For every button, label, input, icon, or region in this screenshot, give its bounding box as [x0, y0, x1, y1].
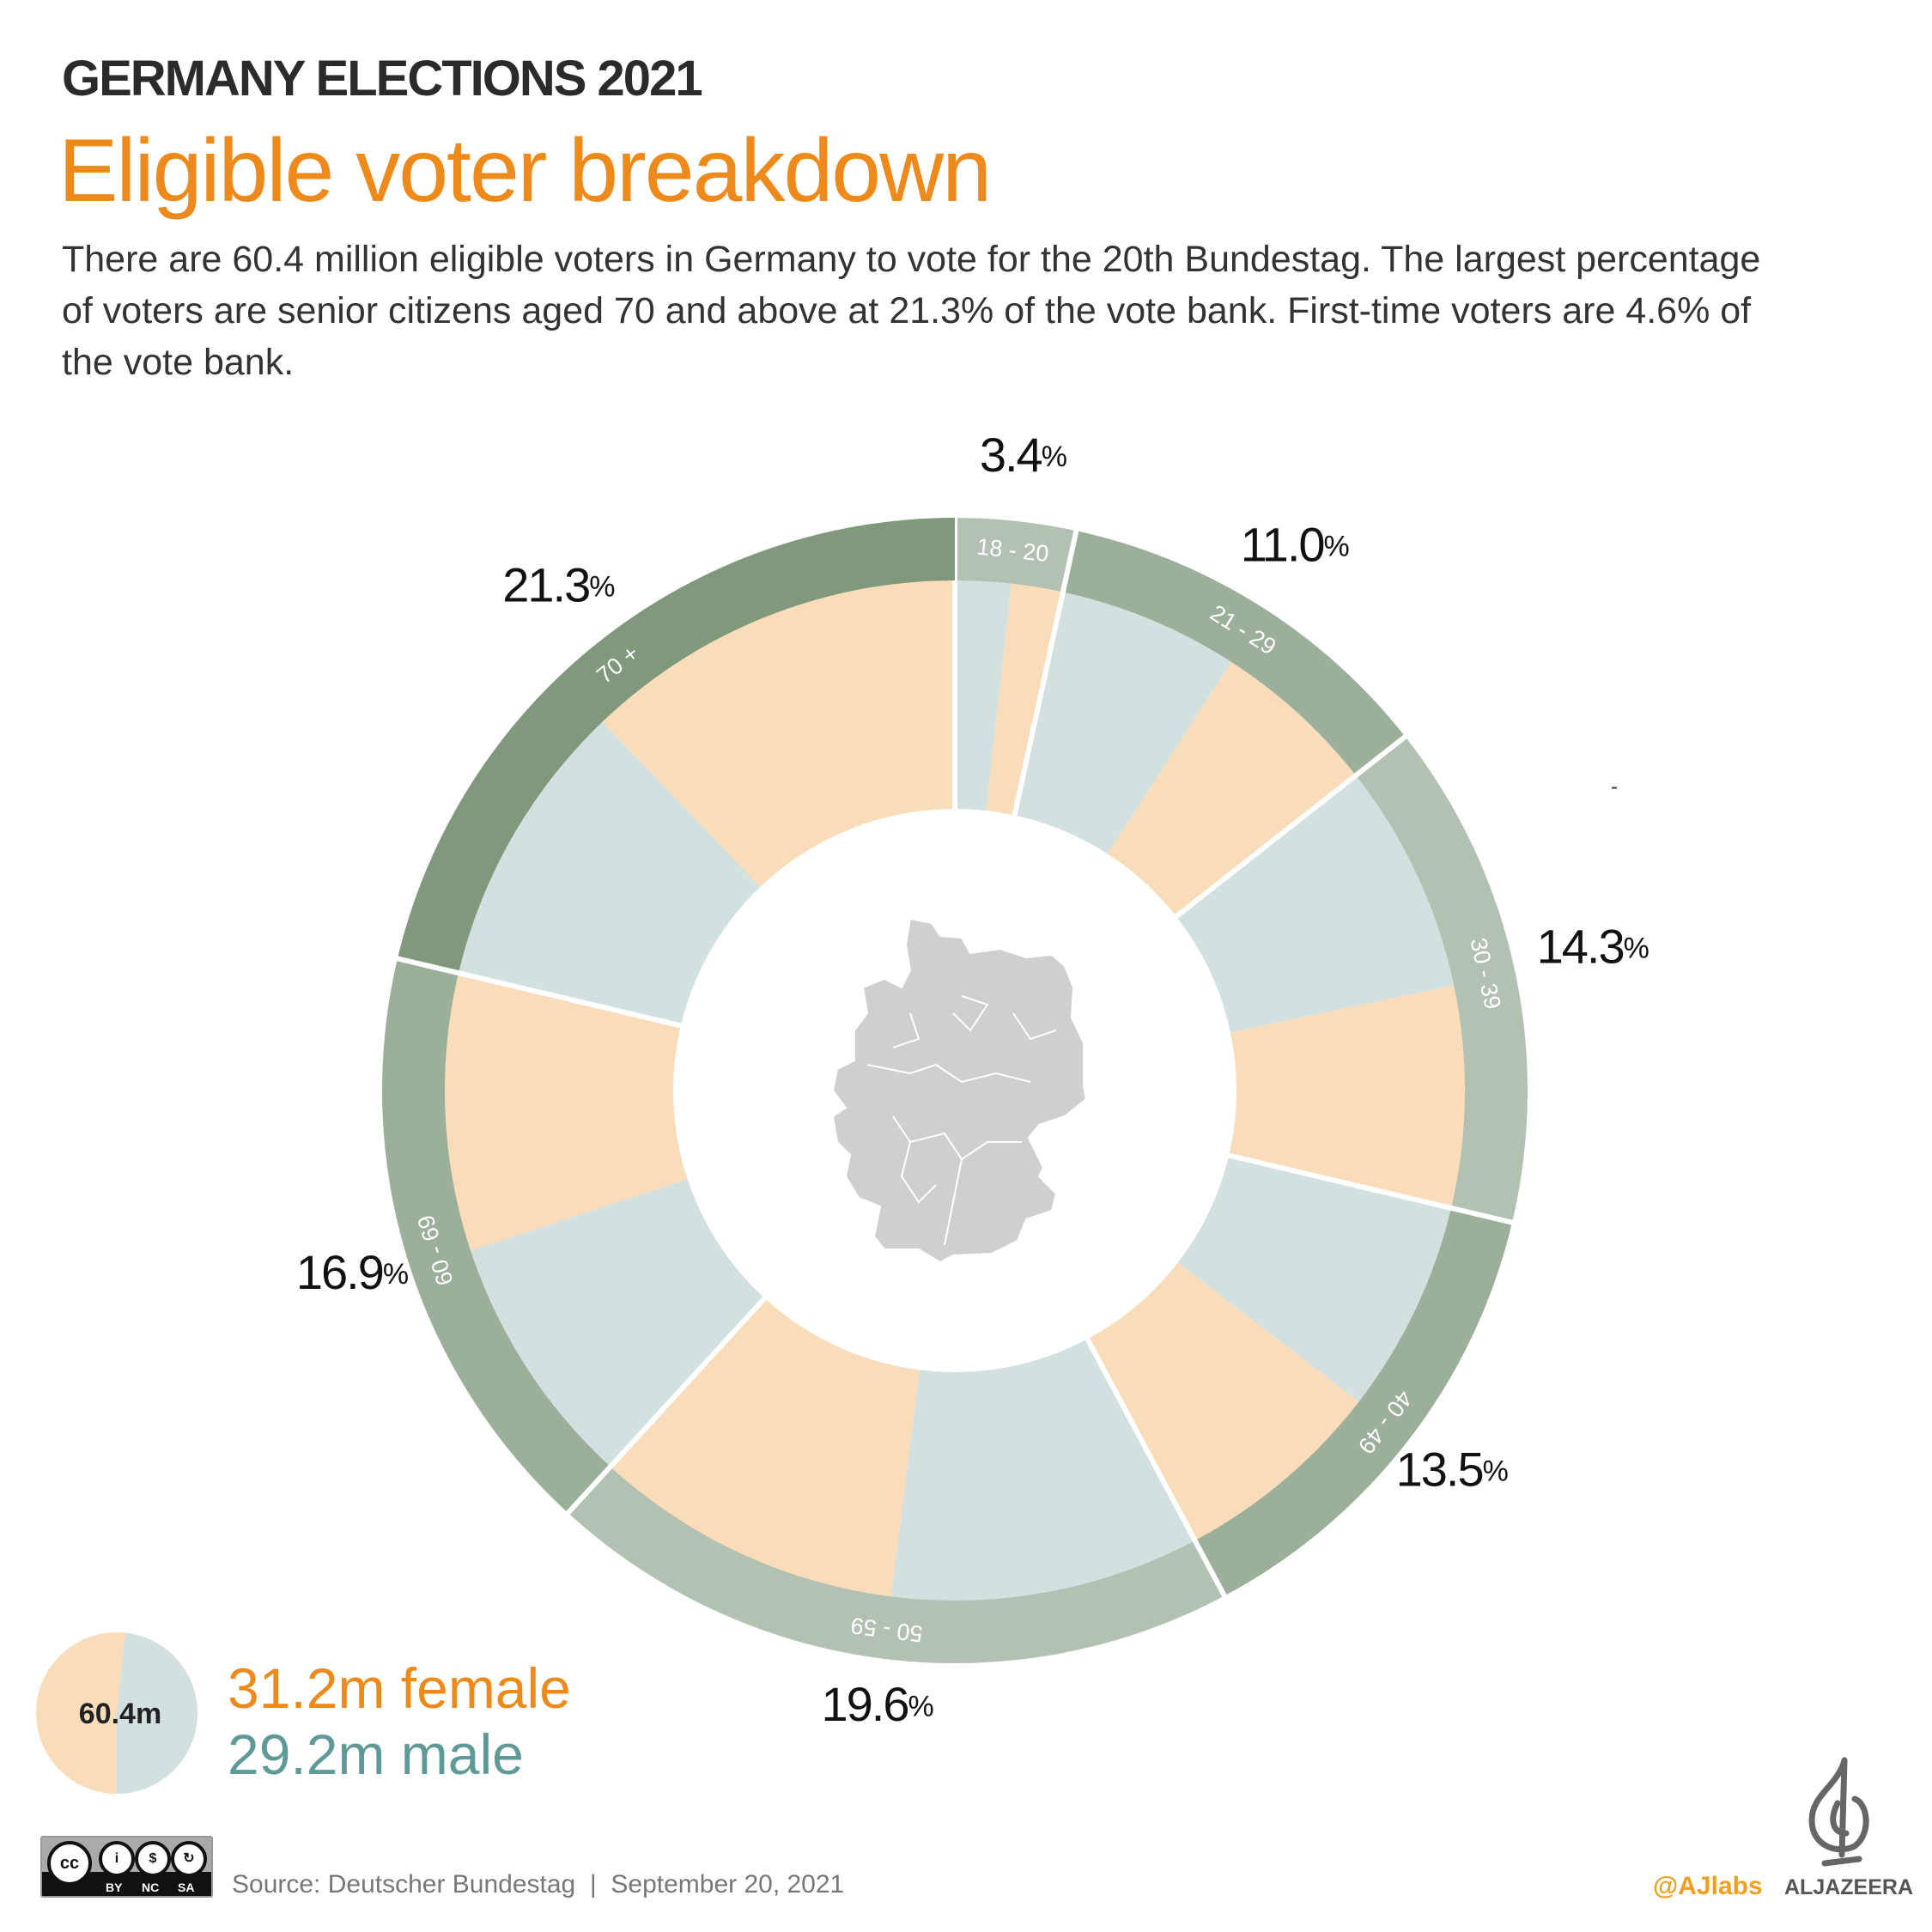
- female-segment: [1087, 1262, 1361, 1542]
- female-segment: [609, 1297, 920, 1599]
- legend-female: 31.2m female: [228, 1656, 571, 1720]
- cc-license-badge: cc i $ ↻ BY NC SA: [40, 1836, 213, 1898]
- germany-map-icon: [831, 917, 1088, 1264]
- sa-icon: ↻: [171, 1841, 207, 1877]
- male-segment: [1176, 774, 1456, 1033]
- aljazeera-brand: ALJAZEERA: [1784, 1875, 1914, 1899]
- description: There are 60.4 million eligible voters i…: [62, 239, 1761, 383]
- male-segment: [1177, 1155, 1453, 1403]
- legend-male: 29.2m male: [228, 1722, 524, 1786]
- page-title: Eligible voter breakdown: [58, 121, 992, 221]
- age-group-segment: [382, 958, 611, 1513]
- source-note: Source: Deutscher Bundestag | September …: [232, 1870, 845, 1899]
- cc-icon: cc: [47, 1841, 92, 1886]
- age-group-segment: [1062, 531, 1406, 775]
- female-segment: [1107, 660, 1358, 917]
- age-group-segment: [955, 518, 1077, 592]
- percent-label: 19.6%: [822, 1677, 934, 1731]
- age-group-segment: [568, 1467, 1224, 1663]
- male-segment: [955, 579, 1012, 811]
- percent-label: 21.3%: [502, 557, 615, 611]
- male-segment: [1014, 590, 1233, 854]
- license-nc: NC: [142, 1880, 160, 1894]
- by-icon: i: [99, 1841, 135, 1877]
- percent-unit: %: [383, 1258, 409, 1291]
- percent-unit: %: [1483, 1455, 1509, 1488]
- female-segment: [601, 579, 955, 887]
- segment-divider: [564, 1295, 769, 1516]
- license-sa: SA: [178, 1880, 195, 1894]
- percent-unit: %: [1324, 530, 1350, 562]
- percent-unit: %: [1624, 933, 1649, 965]
- percent-label: 16.9%: [296, 1245, 409, 1299]
- age-group-segment: [397, 518, 955, 974]
- percent-label: 11.0%: [1241, 517, 1350, 571]
- segment-divider: [1012, 528, 1079, 818]
- percent-unit: %: [1042, 440, 1067, 473]
- male-segment: [457, 720, 761, 1026]
- percent-label: 14.3%: [1537, 919, 1649, 973]
- female-segment: [1229, 985, 1467, 1209]
- percent-label: 13.5%: [1396, 1442, 1509, 1496]
- female-segment: [986, 581, 1064, 816]
- percent-unit: %: [589, 571, 615, 604]
- segment-divider: [1226, 1152, 1515, 1226]
- age-group-segment: [1356, 736, 1528, 1223]
- stray-mark: -: [1611, 775, 1618, 799]
- legend-total: 60.4m: [79, 1698, 161, 1730]
- ajlabs-handle: @AJlabs: [1653, 1872, 1763, 1900]
- female-segment: [443, 972, 688, 1252]
- percent-unit: %: [908, 1690, 934, 1722]
- percent-label: 3.4%: [980, 428, 1067, 482]
- male-segment: [469, 1179, 765, 1468]
- aljazeera-logo-icon: [1808, 1757, 1869, 1867]
- nc-icon: $: [135, 1841, 171, 1877]
- segment-divider: [1084, 1336, 1228, 1599]
- kicker-title: GERMANY ELECTIONS 2021: [62, 51, 703, 106]
- segment-divider: [395, 955, 683, 1029]
- age-group-segment: [1194, 1207, 1513, 1596]
- male-segment: [890, 1339, 1196, 1603]
- segment-divider: [1173, 733, 1408, 920]
- legend-male-slice: [117, 1632, 198, 1794]
- license-by: BY: [106, 1880, 123, 1894]
